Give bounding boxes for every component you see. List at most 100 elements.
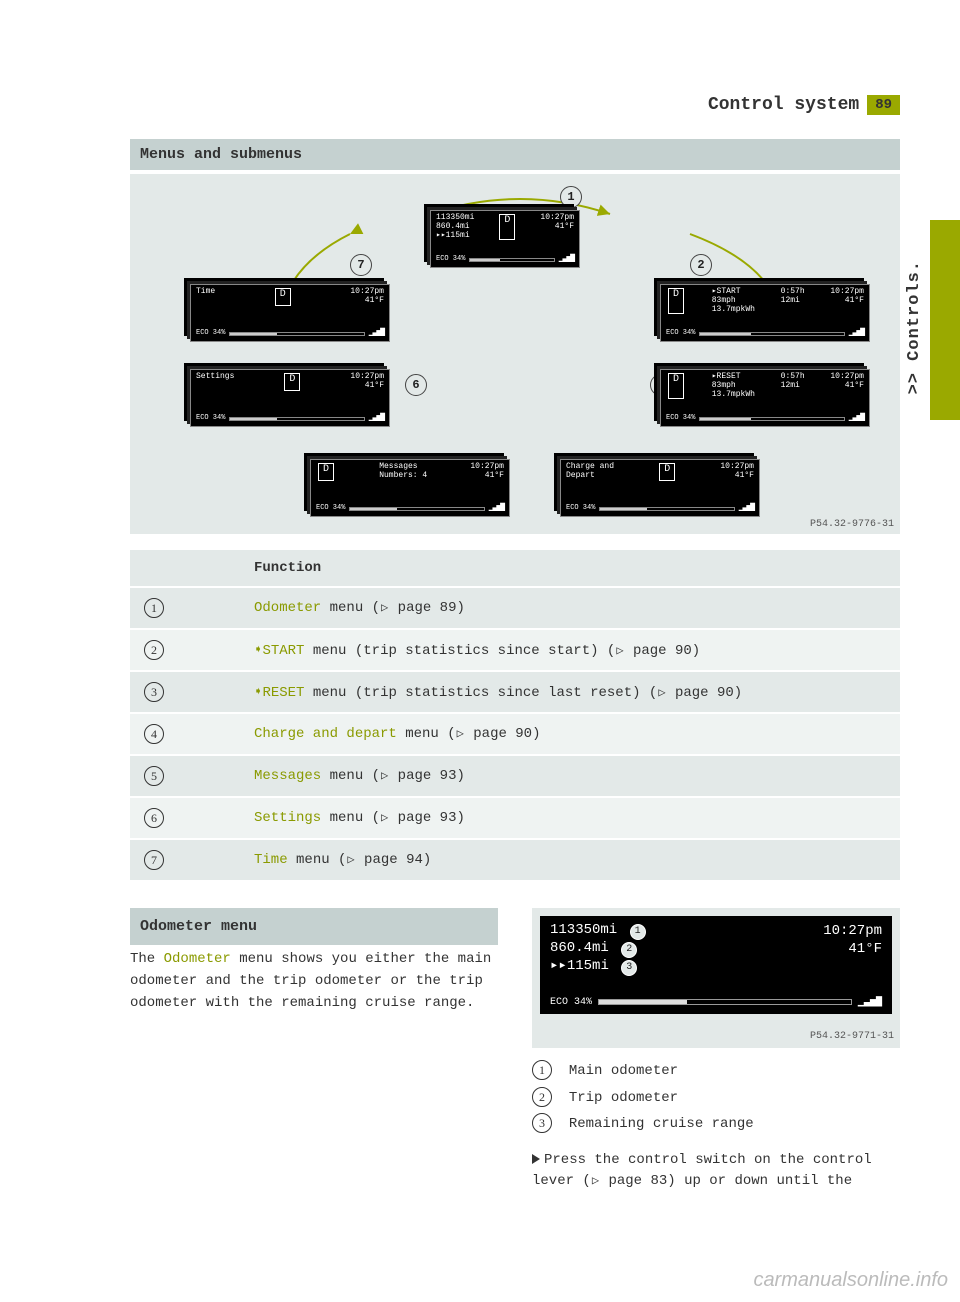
- odometer-legend: 1 Main odometer 2 Trip odometer 3 Remain…: [532, 1058, 900, 1138]
- section-menus-submenus: Menus and submenus: [130, 139, 900, 170]
- row-function: ➧RESET menu (trip statistics since last …: [240, 671, 900, 713]
- odometer-screen-diagram: 113350mi 1 10:27pm 860.4mi 2 41°F ▸▸115m…: [532, 908, 900, 1048]
- panel-1-eco: ECO 34%: [436, 256, 465, 264]
- panel-messages: D Messages Numbers: 4 10:27pm 41°F ECO 3…: [310, 459, 510, 517]
- side-tab: [930, 220, 960, 420]
- panel-7-right: 10:27pm 41°F: [350, 288, 384, 306]
- odo-line3-left: ▸▸115mi: [550, 958, 609, 974]
- odo-line1-right: 10:27pm: [823, 923, 882, 939]
- row-number: 4: [144, 724, 164, 744]
- row-number: 7: [144, 850, 164, 870]
- panel-2-right: 10:27pm 41°F: [830, 288, 864, 314]
- panel-3-left: ▸RESET 83mph 13.7mpkWh: [712, 373, 755, 399]
- odo-callout-1: 1: [630, 924, 646, 940]
- row-number: 3: [144, 682, 164, 702]
- panel-1-right: 10:27pm 41°F: [540, 214, 574, 240]
- panel-reset: D ▸RESET 83mph 13.7mpkWh 0:57h 12mi 10:2…: [660, 369, 870, 427]
- odo-text-name: Odometer: [164, 951, 231, 967]
- panel-2-eco: ECO 34%: [666, 330, 695, 338]
- panel-7-left: Time: [196, 288, 215, 306]
- signal-icon: ▁▃▅▇: [858, 997, 882, 1009]
- odo-eco: ECO 34%: [550, 997, 592, 1009]
- legend-num-3: 3: [532, 1113, 552, 1133]
- row-function: Odometer menu ( page 89): [240, 587, 900, 629]
- signal-icon: ▁▃▅▇: [849, 414, 864, 423]
- page-number: 89: [867, 95, 900, 115]
- table-row: 6 Settings menu ( page 93): [130, 797, 900, 839]
- panel-6-eco: ECO 34%: [196, 415, 225, 423]
- row-function: ➧START menu (trip statistics since start…: [240, 629, 900, 671]
- panel-4-eco: ECO 34%: [566, 505, 595, 513]
- header-title: Control system: [708, 95, 859, 115]
- callout-6: 6: [405, 374, 427, 396]
- row-number: 6: [144, 808, 164, 828]
- instruction-step: Press the control switch on the control …: [532, 1150, 900, 1193]
- panel-2-left: ▸START 83mph 13.7mpkWh: [712, 288, 755, 314]
- signal-icon: ▁▃▅▇: [369, 329, 384, 338]
- callout-1: 1: [560, 186, 582, 208]
- legend-3: Remaining cruise range: [569, 1116, 754, 1132]
- panel-4-right: 10:27pm 41°F: [720, 463, 754, 481]
- left-column: Odometer menu The Odometer menu shows yo…: [130, 908, 498, 1199]
- page-content: Control system 89 Menus and submenus 1 2…: [130, 95, 900, 1199]
- section-odometer-menu: Odometer menu: [130, 908, 498, 945]
- legend-num-1: 1: [532, 1060, 552, 1080]
- signal-icon: ▁▃▅▇: [489, 504, 504, 513]
- d-icon: D: [668, 373, 684, 399]
- table-row: 2 ➧START menu (trip statistics since star…: [130, 629, 900, 671]
- function-table: Function 1Odometer menu ( page 89)2➧STAR…: [130, 548, 900, 880]
- page-header: Control system 89: [130, 95, 900, 115]
- panel-2-mid: 0:57h 12mi: [781, 288, 805, 314]
- legend-1: Main odometer: [569, 1063, 678, 1079]
- panel-3-right: 10:27pm 41°F: [830, 373, 864, 399]
- row-function: Settings menu ( page 93): [240, 797, 900, 839]
- panel-3-mid: 0:57h 12mi: [781, 373, 805, 399]
- instruction-b: ) up or down until the: [667, 1173, 852, 1189]
- page-ref-icon: [591, 1173, 600, 1189]
- signal-icon: ▁▃▅▇: [849, 329, 864, 338]
- panel-1-left: 113350mi 860.4mi ▸▸115mi: [436, 214, 474, 240]
- panel-5-left: Messages Numbers: 4: [379, 463, 427, 481]
- row-function: Messages menu ( page 93): [240, 755, 900, 797]
- odo-diagram-code: P54.32-9771-31: [810, 1029, 894, 1045]
- instruction-page: page 83: [608, 1173, 667, 1189]
- table-row: 3 ➧RESET menu (trip statistics since last…: [130, 671, 900, 713]
- table-row: 7 Time menu ( page 94): [130, 839, 900, 880]
- panel-5-right: 10:27pm 41°F: [470, 463, 504, 481]
- legend-num-2: 2: [532, 1087, 552, 1107]
- row-number: 2: [144, 640, 164, 660]
- panel-6-left: Settings: [196, 373, 234, 391]
- legend-2: Trip odometer: [569, 1090, 678, 1106]
- menu-cycle-diagram: 1 2 3 4 5 6 7 113350mi 860.4mi ▸▸115mi D…: [130, 174, 900, 534]
- panel-5-eco: ECO 34%: [316, 505, 345, 513]
- row-number: 5: [144, 766, 164, 786]
- panel-settings: Settings D 10:27pm 41°F ECO 34%▁▃▅▇: [190, 369, 390, 427]
- panel-7-eco: ECO 34%: [196, 330, 225, 338]
- row-function: Time menu ( page 94): [240, 839, 900, 880]
- row-number: 1: [144, 598, 164, 618]
- row-function: Charge and depart menu ( page 90): [240, 713, 900, 755]
- panel-start: D ▸START 83mph 13.7mpkWh 0:57h 12mi 10:2…: [660, 284, 870, 342]
- odo-text-pre: The: [130, 951, 164, 967]
- d-icon: D: [284, 373, 300, 391]
- triangle-bullet-icon: [532, 1154, 540, 1164]
- d-icon: D: [659, 463, 675, 481]
- watermark: carmanualsonline.info: [753, 1269, 948, 1292]
- panel-4-left: Charge and Depart: [566, 463, 614, 481]
- odo-line2-left: 860.4mi: [550, 940, 609, 956]
- odometer-screen: 113350mi 1 10:27pm 860.4mi 2 41°F ▸▸115m…: [540, 916, 892, 1014]
- signal-icon: ▁▃▅▇: [739, 504, 754, 513]
- panel-time: Time D 10:27pm 41°F ECO 34%▁▃▅▇: [190, 284, 390, 342]
- table-row: 1 Odometer menu ( page 89): [130, 587, 900, 629]
- diagram-code: P54.32-9776-31: [810, 519, 894, 530]
- callout-7: 7: [350, 254, 372, 276]
- odo-line2-right: 41°F: [848, 941, 882, 957]
- signal-icon: ▁▃▅▇: [559, 255, 574, 264]
- right-column: 113350mi 1 10:27pm 860.4mi 2 41°F ▸▸115m…: [532, 908, 900, 1199]
- odo-line1-left: 113350mi: [550, 922, 617, 938]
- d-icon: D: [318, 463, 334, 481]
- table-row: 5 Messages menu ( page 93): [130, 755, 900, 797]
- panel-6-right: 10:27pm 41°F: [350, 373, 384, 391]
- odo-callout-2: 2: [621, 942, 637, 958]
- odometer-description: The Odometer menu shows you either the m…: [130, 949, 498, 1014]
